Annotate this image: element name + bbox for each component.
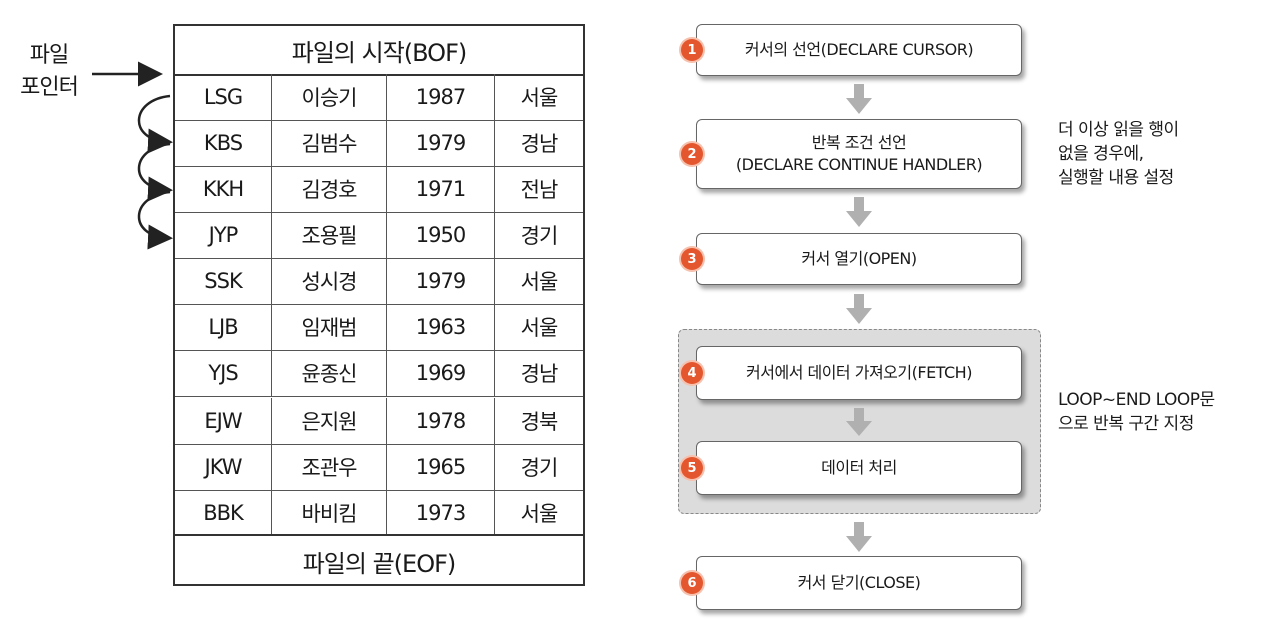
table-cell: 김경호 [272, 166, 387, 212]
step-2-text-line1: 반복 조건 선언 [811, 133, 907, 152]
file-pointer-label-line1: 파일 [29, 43, 69, 68]
loop-note-line1: LOOP~END LOOP문 [1058, 390, 1215, 410]
step-6-badge: 6 [681, 572, 703, 594]
table-cell: 조용필 [272, 212, 387, 258]
step-4-badge: 4 [681, 362, 703, 384]
table-cell: 1971 [387, 166, 495, 212]
table-cell: 경기 [520, 456, 559, 480]
table-cell: 서울 [520, 86, 559, 110]
step-6-box: 커서 닫기(CLOSE) [696, 556, 1022, 610]
file-pointer-label: 파일 포인터 [14, 40, 84, 104]
step-1-box: 커서의 선언(DECLARE CURSOR) [696, 24, 1022, 76]
table-row: LJB 임재범 1963 서울 [175, 304, 583, 351]
table-cell: 경남 [520, 362, 559, 386]
step-5-text: 데이터 처리 [821, 458, 897, 477]
table-cell: 이승기 [272, 74, 387, 120]
table-cell: 경기 [520, 224, 559, 248]
step-4-text: 커서에서 데이터 가져오기(FETCH) [746, 363, 972, 382]
step-5-badge: 5 [681, 457, 703, 479]
handler-note-line2: 없을 경우에, [1058, 144, 1144, 164]
table-cell: 1978 [387, 398, 495, 444]
down-arrow-3 [846, 294, 872, 324]
table-cell: 1969 [387, 350, 495, 396]
table-row: SSK 성시경 1979 서울 [175, 258, 583, 305]
table-cell: JKW [175, 444, 272, 490]
loop-note-line2: 으로 반복 구간 지정 [1058, 414, 1194, 434]
table-cell: 1979 [387, 258, 495, 304]
step-5-box: 데이터 처리 [696, 441, 1022, 495]
table-cell: YJS [175, 350, 272, 396]
record-table: 파일의 시작(BOF) LSG 이승기 1987 서울 KBS 김범수 1979 경남 KKH 김… [173, 24, 585, 586]
down-arrow-5 [846, 522, 872, 552]
table-cell: 조관우 [272, 444, 387, 490]
pointer-arrows [92, 61, 173, 250]
down-arrow-1 [846, 84, 872, 114]
table-cell: 경남 [520, 132, 559, 156]
table-cell: 김범수 [272, 120, 387, 166]
handler-note: 더 이상 읽을 행이 없을 경우에, 실행할 내용 설정 [1058, 118, 1179, 190]
loop-note: LOOP~END LOOP문 으로 반복 구간 지정 [1058, 388, 1215, 436]
table-cell: 1973 [387, 490, 495, 536]
eof-row: 파일의 끝(EOF) [175, 534, 583, 586]
table-cell: 서울 [520, 316, 559, 340]
pointer-move-arrow-1 [137, 94, 173, 154]
down-arrow-4 [846, 408, 872, 436]
table-cell: 은지원 [272, 398, 387, 444]
table-cell: 서울 [520, 502, 559, 526]
table-cell: LJB [175, 304, 272, 350]
table-cell: SSK [175, 258, 272, 304]
table-row: BBK 바비킴 1973 서울 [175, 490, 583, 536]
table-cell: 서울 [520, 270, 559, 294]
step-1-text: 커서의 선언(DECLARE CURSOR) [744, 40, 974, 59]
table-cell: EJW [175, 398, 272, 444]
step-6-text: 커서 닫기(CLOSE) [797, 573, 921, 592]
step-3-box: 커서 열기(OPEN) [696, 233, 1022, 285]
handler-note-line3: 실행할 내용 설정 [1058, 168, 1174, 188]
table-cell: 임재범 [272, 304, 387, 350]
table-cell: BBK [175, 490, 272, 536]
step-1-badge: 1 [681, 39, 703, 61]
table-cell: 1979 [387, 120, 495, 166]
table-cell: KBS [175, 120, 272, 166]
down-arrow-2 [846, 197, 872, 227]
file-pointer-label-line2: 포인터 [20, 75, 79, 100]
table-row: YJS 윤종신 1969 경남 [175, 350, 583, 397]
step-2-badge: 2 [681, 143, 703, 165]
table-row: JYP 조용필 1950 경기 [175, 212, 583, 259]
table-row: KKH 김경호 1971 전남 [175, 166, 583, 213]
table-cell: 1963 [387, 304, 495, 350]
table-row: EJW 은지원 1978 경북 [175, 398, 583, 445]
table-cell: 윤종신 [272, 350, 387, 396]
step-2-text-line2: (DECLARE CONTINUE HANDLER) [735, 155, 983, 174]
table-row: LSG 이승기 1987 서울 [175, 74, 583, 121]
step-3-badge: 3 [681, 248, 703, 270]
table-cell: 1950 [387, 212, 495, 258]
step-2-box: 반복 조건 선언 (DECLARE CONTINUE HANDLER) [696, 119, 1022, 189]
handler-note-line1: 더 이상 읽을 행이 [1058, 120, 1179, 140]
table-cell: 성시경 [272, 258, 387, 304]
step-3-text: 커서 열기(OPEN) [801, 249, 917, 268]
pointer-move-arrow-3 [137, 190, 173, 250]
table-row: JKW 조관우 1965 경기 [175, 444, 583, 491]
table-row: KBS 김범수 1979 경남 [175, 120, 583, 167]
table-cell: 전남 [520, 178, 559, 202]
bof-row: 파일의 시작(BOF) [175, 26, 583, 76]
table-cell: JYP [175, 212, 272, 258]
table-cell: 바비킴 [272, 490, 387, 536]
step-4-box: 커서에서 데이터 가져오기(FETCH) [696, 346, 1022, 400]
table-cell: 1965 [387, 444, 495, 490]
table-cell: 경북 [520, 410, 559, 434]
pointer-move-arrow-2 [137, 142, 173, 202]
table-cell: LSG [175, 74, 272, 120]
table-cell: 1987 [387, 74, 495, 120]
table-cell: KKH [175, 166, 272, 212]
